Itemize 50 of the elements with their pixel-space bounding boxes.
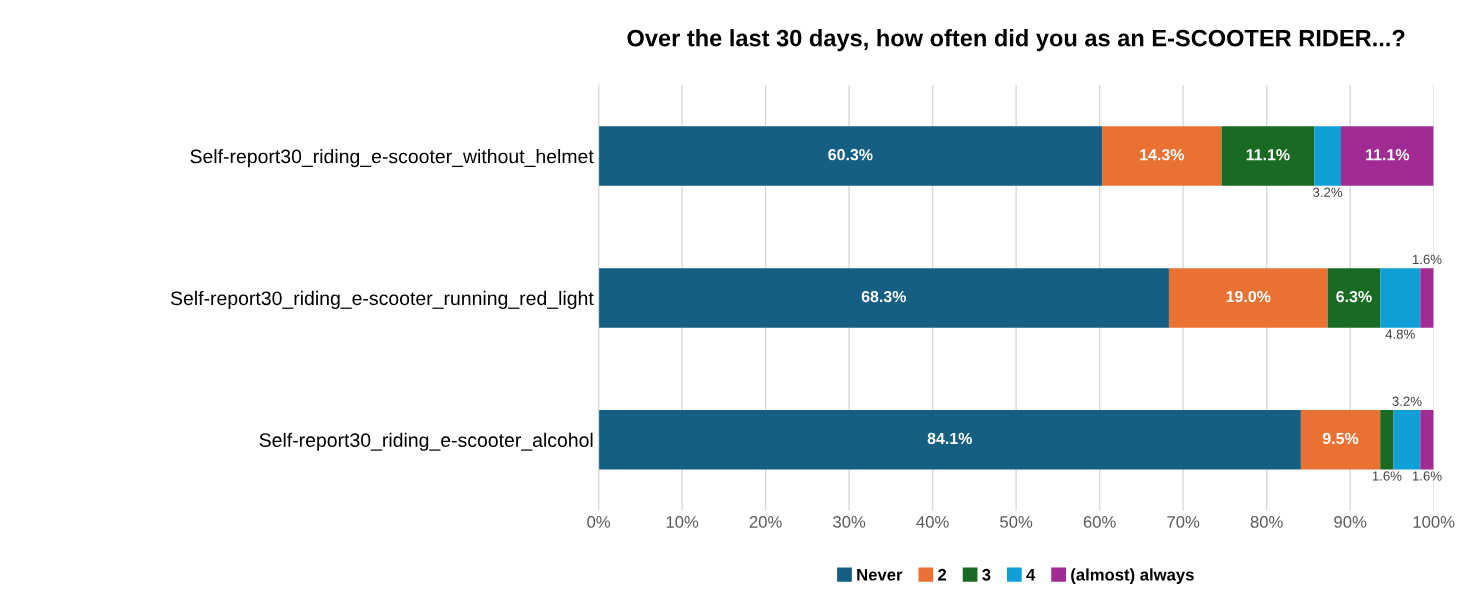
legend-label: (almost) always bbox=[1071, 568, 1194, 584]
bar bbox=[598, 126, 1103, 186]
x-tick-label: 80% bbox=[1250, 516, 1283, 528]
x-tick-label: 50% bbox=[1000, 516, 1033, 528]
chart-title: Over the last 30 days, how often did you as an E-SCOOTER RIDER...? bbox=[627, 29, 1405, 52]
data-label: 84.1% bbox=[927, 432, 972, 445]
data-label: 6.3% bbox=[1336, 290, 1372, 303]
bar bbox=[1314, 126, 1341, 186]
bar bbox=[1420, 268, 1434, 328]
data-label: 1.6% bbox=[1412, 254, 1442, 265]
bar bbox=[1168, 268, 1328, 328]
data-label: 3.2% bbox=[1313, 187, 1343, 197]
data-label: 60.3% bbox=[828, 149, 873, 161]
x-tick-label: 20% bbox=[749, 516, 782, 528]
legend-label: 3 bbox=[982, 568, 991, 581]
data-label: 3.2% bbox=[1392, 396, 1422, 406]
bar bbox=[1420, 409, 1434, 470]
data-label: 11.1% bbox=[1246, 149, 1290, 161]
x-tick-label: 10% bbox=[666, 516, 699, 528]
bar bbox=[1340, 126, 1434, 186]
legend-label: 2 bbox=[938, 568, 947, 581]
x-tick-label: 0% bbox=[587, 516, 611, 528]
data-label: 19.0% bbox=[1226, 290, 1271, 303]
x-tick-label: 100% bbox=[1413, 516, 1455, 528]
y-tick-label: Self-report30_riding_e-scooter_running_red_light bbox=[170, 290, 594, 309]
data-label: 9.5% bbox=[1322, 432, 1359, 445]
bar bbox=[598, 409, 1301, 470]
bar bbox=[1380, 409, 1394, 470]
x-tick-label: 60% bbox=[1083, 516, 1116, 528]
y-tick-label: Self-report30_riding_e-scooter_alcohol bbox=[259, 432, 593, 451]
x-tick-label: 70% bbox=[1167, 516, 1200, 528]
legend-label: 4 bbox=[1026, 568, 1036, 581]
data-label: 1.6% bbox=[1372, 471, 1402, 481]
x-tick-label: 30% bbox=[833, 516, 866, 528]
data-label: 11.1% bbox=[1366, 149, 1410, 161]
y-tick-label: Self-report30_riding_e-scooter_without_helmet bbox=[190, 149, 594, 168]
data-label: 1.6% bbox=[1412, 471, 1442, 481]
bar bbox=[1300, 409, 1381, 470]
bar bbox=[1393, 409, 1421, 470]
data-label: 14.3% bbox=[1140, 149, 1185, 161]
bar bbox=[1221, 126, 1315, 186]
bar bbox=[1102, 126, 1222, 186]
legend-label: Never bbox=[857, 568, 903, 581]
data-label: 4.8% bbox=[1385, 329, 1415, 339]
x-tick-label: 90% bbox=[1334, 516, 1367, 528]
x-tick-label: 40% bbox=[916, 516, 949, 528]
data-label: 68.3% bbox=[861, 290, 906, 303]
bar bbox=[1380, 268, 1421, 328]
bar bbox=[598, 268, 1169, 328]
bar bbox=[1327, 268, 1381, 328]
